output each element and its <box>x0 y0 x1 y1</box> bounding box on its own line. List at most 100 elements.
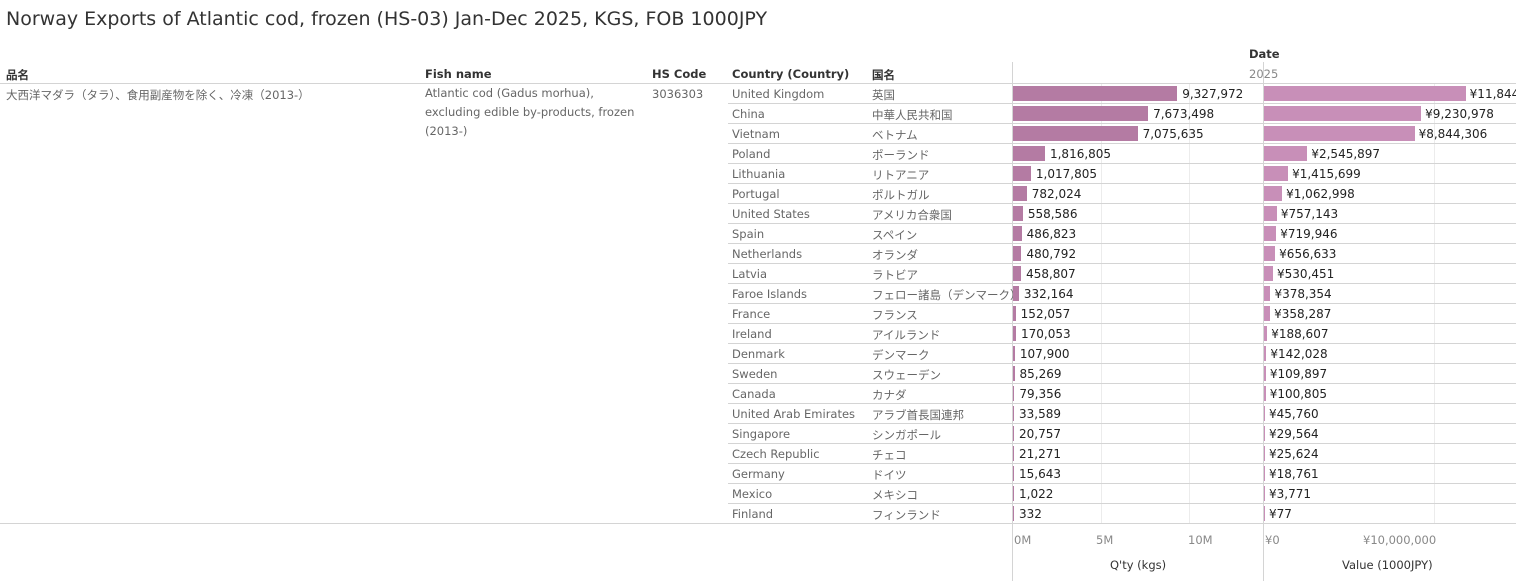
qty-bar[interactable] <box>1013 506 1014 521</box>
qty-bar[interactable] <box>1013 366 1015 381</box>
value-bar[interactable] <box>1264 506 1265 521</box>
value-bar[interactable] <box>1264 326 1268 341</box>
country-name[interactable]: Finland <box>732 507 774 521</box>
pane-divider-qty <box>1012 62 1013 581</box>
value-label: ¥188,607 <box>1271 327 1329 341</box>
qty-bar[interactable] <box>1013 306 1016 321</box>
country-name[interactable]: China <box>732 107 765 121</box>
value-label: ¥358,287 <box>1274 307 1332 321</box>
qty-bar[interactable] <box>1013 246 1022 261</box>
value-axis-title: Value (1000JPY) <box>1342 558 1433 572</box>
country-name[interactable]: Spain <box>732 227 765 241</box>
country-name[interactable]: Latvia <box>732 267 768 281</box>
qty-bar[interactable] <box>1013 406 1014 421</box>
value-bar[interactable] <box>1264 306 1271 321</box>
value-bar[interactable] <box>1264 206 1277 221</box>
product-jp-header[interactable]: 品名 <box>6 68 29 82</box>
qty-bar[interactable] <box>1013 326 1016 341</box>
value-label: ¥11,844,794 <box>1469 87 1516 101</box>
country-name[interactable]: United Arab Emirates <box>732 407 856 421</box>
country-name[interactable]: Czech Republic <box>732 447 820 461</box>
value-bar[interactable] <box>1264 426 1265 441</box>
qty-bar[interactable] <box>1013 426 1014 441</box>
qty-bar[interactable] <box>1013 106 1149 121</box>
qty-bar[interactable] <box>1013 466 1014 481</box>
value-tick-label: ¥0 <box>1265 533 1280 547</box>
qty-bar[interactable] <box>1013 206 1023 221</box>
hs-code-header[interactable]: HS Code <box>652 67 707 81</box>
value-bar[interactable] <box>1264 166 1289 181</box>
qty-label: 1,816,805 <box>1049 147 1112 161</box>
qty-bar[interactable] <box>1013 226 1022 241</box>
value-bar[interactable] <box>1264 146 1308 161</box>
qty-bar[interactable] <box>1013 126 1138 141</box>
value-bar[interactable] <box>1264 286 1271 301</box>
qty-tick-label: 0M <box>1014 533 1032 547</box>
country-name[interactable]: Faroe Islands <box>732 287 808 301</box>
fish-name-header[interactable]: Fish name <box>425 67 492 81</box>
qty-bar[interactable] <box>1013 86 1178 101</box>
value-bar[interactable] <box>1264 186 1283 201</box>
country-name[interactable]: United Kingdom <box>732 87 825 101</box>
qty-bar[interactable] <box>1013 186 1027 201</box>
value-bar[interactable] <box>1264 226 1277 241</box>
row-divider <box>728 423 1516 424</box>
value-bar[interactable] <box>1264 106 1422 121</box>
country-name[interactable]: United States <box>732 207 810 221</box>
country-name[interactable]: Sweden <box>732 367 778 381</box>
country-name[interactable]: Mexico <box>732 487 773 501</box>
value-bar[interactable] <box>1264 266 1274 281</box>
row-divider <box>728 163 1516 164</box>
qty-label: 85,269 <box>1019 367 1062 381</box>
country-name[interactable]: Germany <box>732 467 785 481</box>
qty-label: 486,823 <box>1026 227 1077 241</box>
qty-label: 332 <box>1019 507 1042 521</box>
value-label: ¥378,354 <box>1274 287 1332 301</box>
row-divider <box>728 383 1516 384</box>
country-name-jp: シンガポール <box>872 428 941 442</box>
value-bar[interactable] <box>1264 86 1466 101</box>
qty-bar[interactable] <box>1013 386 1015 401</box>
country-name-jp: アイルランド <box>872 328 941 342</box>
qty-bar[interactable] <box>1013 486 1014 501</box>
country-name[interactable]: Ireland <box>732 327 772 341</box>
country-name[interactable]: Lithuania <box>732 167 786 181</box>
qty-bar[interactable] <box>1013 266 1022 281</box>
value-bar[interactable] <box>1264 246 1276 261</box>
value-label: ¥530,451 <box>1277 267 1335 281</box>
qty-bar[interactable] <box>1013 166 1031 181</box>
qty-bar[interactable] <box>1013 446 1014 461</box>
country-name[interactable]: Denmark <box>732 347 785 361</box>
value-bar[interactable] <box>1264 406 1265 421</box>
value-bar[interactable] <box>1264 366 1266 381</box>
qty-label: 1,017,805 <box>1035 167 1097 181</box>
value-bar[interactable] <box>1264 486 1265 501</box>
value-bar[interactable] <box>1264 446 1265 461</box>
country-jp-header[interactable]: 国名 <box>872 68 895 82</box>
country-name[interactable]: Vietnam <box>732 127 780 141</box>
value-label: ¥1,062,998 <box>1286 187 1355 201</box>
country-header[interactable]: Country (Country) <box>732 67 850 81</box>
country-name[interactable]: Portugal <box>732 187 780 201</box>
value-bar[interactable] <box>1264 386 1266 401</box>
country-name[interactable]: Canada <box>732 387 776 401</box>
value-bar[interactable] <box>1264 466 1265 481</box>
country-name[interactable]: France <box>732 307 771 321</box>
value-label: ¥3,771 <box>1269 487 1311 501</box>
country-name[interactable]: Netherlands <box>732 247 803 261</box>
country-name-jp: リトアニア <box>872 168 930 182</box>
country-name[interactable]: Singapore <box>732 427 791 441</box>
country-name[interactable]: Poland <box>732 147 771 161</box>
row-divider <box>728 463 1516 464</box>
country-name-jp: ベトナム <box>872 128 918 142</box>
qty-bar[interactable] <box>1013 346 1015 361</box>
qty-bar[interactable] <box>1013 146 1045 161</box>
qty-bar[interactable] <box>1013 286 1019 301</box>
country-name-jp: フランス <box>872 308 918 322</box>
qty-label: 15,643 <box>1019 467 1061 481</box>
value-bar[interactable] <box>1264 346 1267 361</box>
value-label: ¥719,946 <box>1280 227 1338 241</box>
value-label: ¥757,143 <box>1280 207 1339 221</box>
value-bar[interactable] <box>1264 126 1415 141</box>
country-name-jp: ポルトガル <box>872 188 930 202</box>
